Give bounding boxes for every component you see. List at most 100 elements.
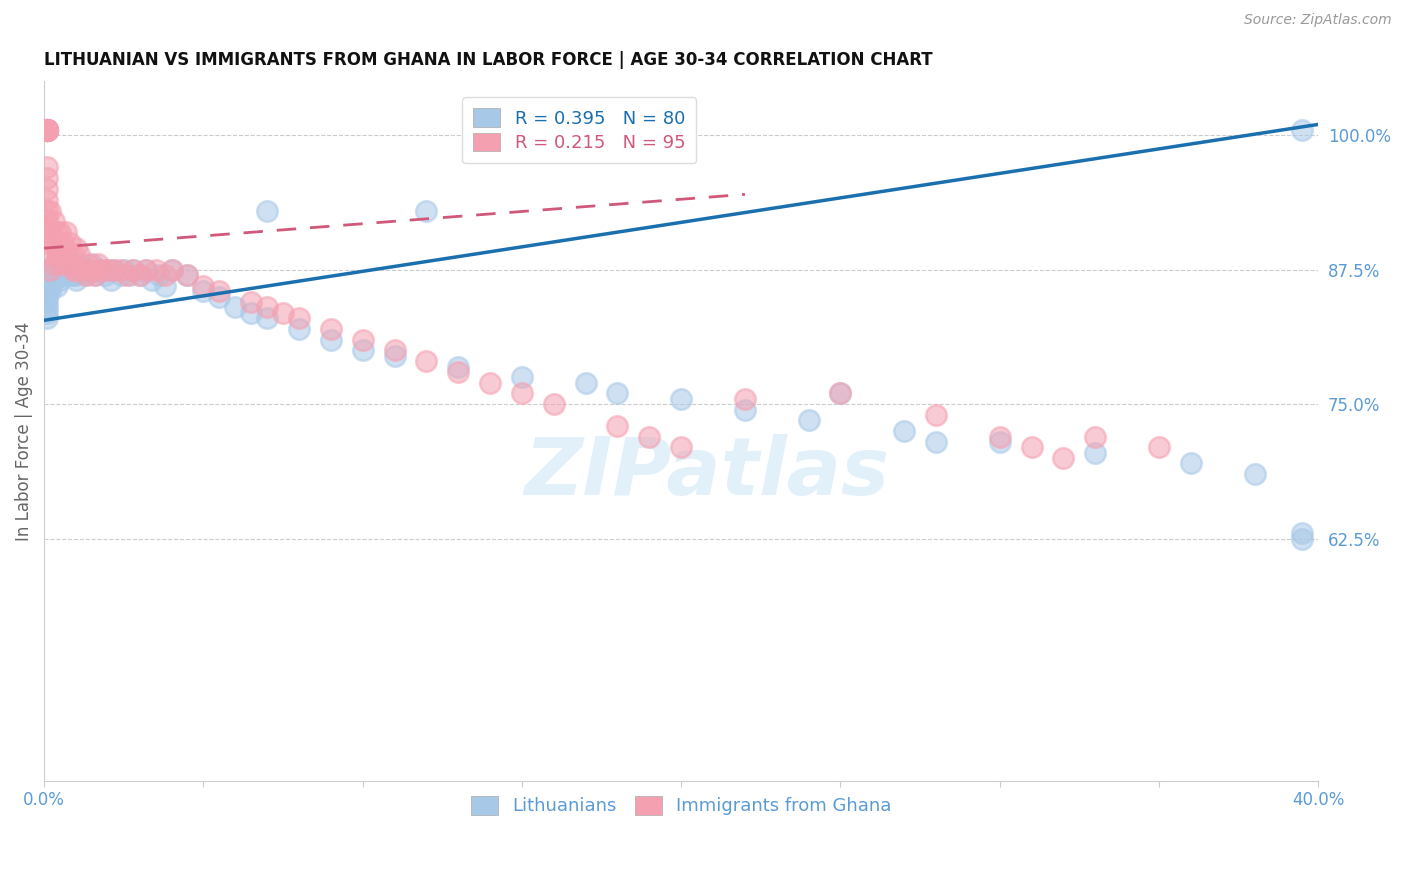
Point	[65, 262, 87, 277]
Point	[37, 122, 59, 136]
Point	[55, 246, 77, 260]
Point	[543, 397, 565, 411]
Point	[37, 262, 59, 277]
Point	[55, 225, 77, 239]
Point	[37, 290, 59, 304]
Point	[1147, 440, 1170, 454]
Point	[37, 122, 59, 136]
Point	[141, 273, 163, 287]
Point	[49, 262, 72, 277]
Point	[42, 273, 65, 287]
Point	[122, 262, 145, 277]
Point	[37, 122, 59, 136]
Point	[145, 262, 167, 277]
Point	[734, 402, 756, 417]
Point	[84, 268, 107, 282]
Point	[37, 193, 59, 207]
Point	[37, 122, 59, 136]
Point	[288, 311, 311, 326]
Point	[58, 268, 80, 282]
Point	[37, 122, 59, 136]
Point	[52, 235, 75, 250]
Point	[1243, 467, 1265, 482]
Point	[415, 354, 437, 368]
Point	[87, 257, 110, 271]
Point	[122, 262, 145, 277]
Point	[42, 257, 65, 271]
Point	[37, 122, 59, 136]
Point	[42, 235, 65, 250]
Point	[97, 262, 120, 277]
Point	[52, 257, 75, 271]
Point	[62, 262, 84, 277]
Point	[67, 246, 90, 260]
Point	[352, 343, 374, 358]
Point	[208, 285, 231, 299]
Legend: Lithuanians, Immigrants from Ghana: Lithuanians, Immigrants from Ghana	[461, 787, 901, 824]
Point	[80, 262, 103, 277]
Point	[988, 434, 1011, 449]
Point	[925, 434, 948, 449]
Point	[271, 306, 294, 320]
Point	[797, 413, 820, 427]
Point	[75, 268, 97, 282]
Point	[447, 359, 470, 374]
Point	[893, 424, 915, 438]
Point	[37, 122, 59, 136]
Point	[256, 203, 278, 218]
Point	[37, 161, 59, 175]
Point	[62, 246, 84, 260]
Point	[1180, 457, 1202, 471]
Point	[37, 122, 59, 136]
Point	[37, 225, 59, 239]
Point	[830, 386, 852, 401]
Point	[1291, 526, 1313, 541]
Point	[37, 122, 59, 136]
Point	[37, 273, 59, 287]
Point	[52, 268, 75, 282]
Point	[384, 343, 406, 358]
Point	[62, 262, 84, 277]
Point	[135, 262, 157, 277]
Point	[1084, 429, 1107, 443]
Point	[176, 268, 198, 282]
Point	[638, 429, 661, 443]
Point	[734, 392, 756, 406]
Point	[93, 268, 115, 282]
Point	[1021, 440, 1043, 454]
Point	[240, 295, 263, 310]
Point	[39, 268, 62, 282]
Point	[45, 246, 67, 260]
Point	[240, 306, 263, 320]
Point	[37, 182, 59, 196]
Point	[97, 262, 120, 277]
Point	[37, 122, 59, 136]
Point	[65, 241, 87, 255]
Point	[103, 262, 125, 277]
Point	[1084, 446, 1107, 460]
Point	[447, 365, 470, 379]
Point	[37, 122, 59, 136]
Point	[37, 122, 59, 136]
Text: LITHUANIAN VS IMMIGRANTS FROM GHANA IN LABOR FORCE | AGE 30-34 CORRELATION CHART: LITHUANIAN VS IMMIGRANTS FROM GHANA IN L…	[44, 51, 932, 69]
Point	[1291, 532, 1313, 546]
Point	[37, 278, 59, 293]
Point	[148, 268, 170, 282]
Point	[925, 408, 948, 422]
Point	[352, 333, 374, 347]
Point	[110, 262, 132, 277]
Point	[606, 418, 628, 433]
Point	[45, 278, 67, 293]
Point	[49, 273, 72, 287]
Point	[37, 122, 59, 136]
Point	[84, 268, 107, 282]
Point	[319, 322, 342, 336]
Point	[37, 214, 59, 228]
Point	[39, 225, 62, 239]
Y-axis label: In Labor Force | Age 30-34: In Labor Force | Age 30-34	[15, 321, 32, 541]
Point	[49, 246, 72, 260]
Point	[37, 122, 59, 136]
Point	[384, 349, 406, 363]
Point	[37, 311, 59, 326]
Point	[39, 273, 62, 287]
